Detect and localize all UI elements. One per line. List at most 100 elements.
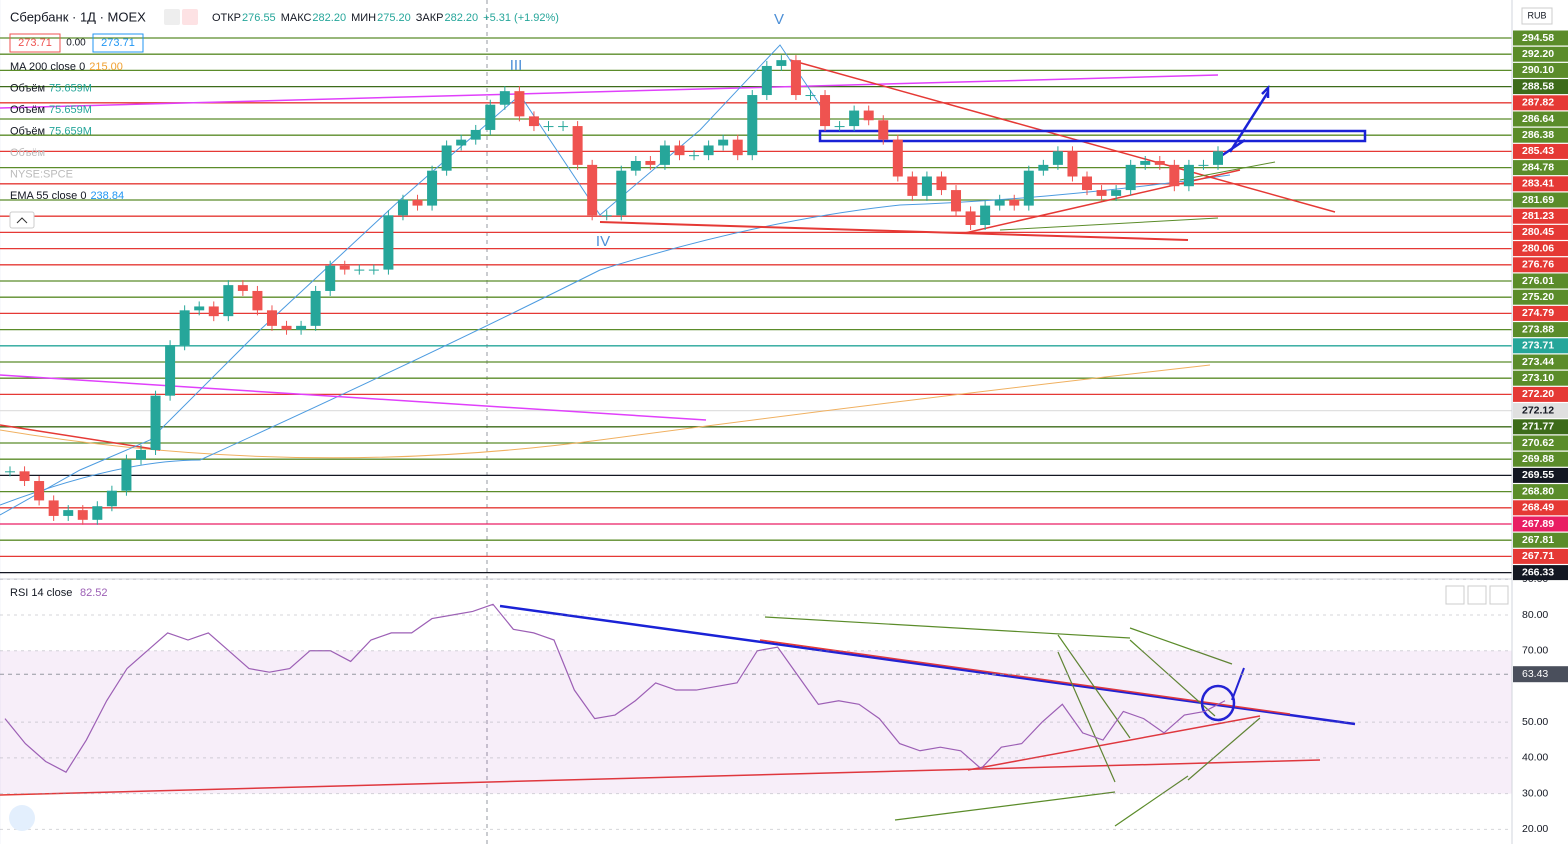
indicator-value: 215.00 <box>89 61 123 73</box>
candle <box>587 164 598 216</box>
collapse-button[interactable] <box>9 211 35 229</box>
icon <box>182 9 198 25</box>
rsi-tick-label: 80.00 <box>1522 609 1548 621</box>
trend-green <box>999 217 1219 231</box>
candle <box>805 95 816 97</box>
indicator-name: Объём <box>10 82 45 94</box>
candle <box>1183 164 1194 187</box>
candle <box>1009 199 1020 206</box>
ohlc-label: ОТКР <box>212 12 241 24</box>
price-label: 268.80 <box>1522 485 1554 497</box>
candle <box>965 211 976 225</box>
trend-green <box>1179 161 1276 181</box>
price-label: 272.20 <box>1522 388 1554 400</box>
rsi-band <box>0 650 1512 794</box>
candle <box>252 290 263 311</box>
zone-box <box>818 129 1367 143</box>
rsi-tick-label: 40.00 <box>1522 752 1548 764</box>
candle <box>1140 160 1151 165</box>
price-label-bg <box>1513 467 1568 483</box>
candle <box>528 116 539 127</box>
rsi-tick-label: 70.00 <box>1522 645 1548 657</box>
price-label: 275.20 <box>1522 291 1554 303</box>
candle <box>368 269 379 271</box>
wave-line <box>0 44 831 516</box>
candle <box>790 60 801 96</box>
button-maximize[interactable] <box>1489 585 1509 605</box>
candle <box>281 325 292 330</box>
price-label-bg <box>1513 160 1568 176</box>
candle <box>921 176 932 196</box>
candle <box>689 155 700 157</box>
indicator-value: 75.659M <box>49 125 92 137</box>
candle <box>208 306 219 317</box>
rsi-trend-green <box>764 616 1131 639</box>
indicator-name: Объём <box>10 125 45 137</box>
price-label: 271.77 <box>1522 421 1554 433</box>
price-label-bg <box>1513 46 1568 62</box>
rsi-circle <box>1200 684 1236 722</box>
rsi-trend-green <box>1057 651 1116 783</box>
wave-label: III <box>510 57 523 74</box>
price-label-bg <box>1513 370 1568 386</box>
price-label: 281.69 <box>1522 194 1554 206</box>
price-label: 272.12 <box>1522 404 1554 416</box>
candle <box>732 139 743 156</box>
trend-red <box>789 59 1336 213</box>
price-label: 284.78 <box>1522 161 1554 173</box>
rsi-trend-green <box>1057 634 1131 739</box>
price-label: 280.06 <box>1522 242 1554 254</box>
candle <box>1154 160 1165 165</box>
price-label: 268.49 <box>1522 502 1554 514</box>
candle <box>427 170 438 206</box>
sell: 273.71 <box>18 37 52 49</box>
icon <box>164 9 180 25</box>
ohlc-value: 275.20 <box>377 12 411 24</box>
trend-red <box>964 169 1241 234</box>
candle <box>1038 164 1049 171</box>
ohlc-label: МИН <box>351 12 376 24</box>
price-label: 280.45 <box>1522 226 1554 238</box>
candle <box>34 481 45 501</box>
price-label: 273.10 <box>1522 372 1554 384</box>
indicator-name: EMA 55 close 0 <box>10 190 86 202</box>
trend-red <box>599 221 1189 241</box>
candle <box>820 95 831 127</box>
candle <box>601 215 612 217</box>
button-close[interactable] <box>1467 585 1487 605</box>
symbol: Сбербанк · 1Д · MOEX <box>10 9 146 24</box>
price-label: 290.10 <box>1522 64 1554 76</box>
candle <box>703 145 714 156</box>
price-label-bg <box>1513 354 1568 370</box>
rsi-tick-label: 90.00 <box>1522 573 1548 585</box>
ohlc-label: МАКС <box>281 12 312 24</box>
ohlc-label: ЗАКР <box>416 12 444 24</box>
candle <box>1125 164 1136 191</box>
candle <box>339 265 350 270</box>
candle <box>1067 151 1078 177</box>
ohlc-value: 282.20 <box>312 12 346 24</box>
indicator-value: 238.84 <box>90 190 124 202</box>
indicator-value: 75.659M <box>49 104 92 116</box>
candle <box>718 139 729 146</box>
price-label-bg <box>1513 208 1568 224</box>
sell-box <box>9 33 61 53</box>
ohlc: ОТКР 276.55 МАКС 282.20 МИН 275.20 ЗАКР 282.20 +… <box>212 12 559 24</box>
price-label-bg <box>1513 548 1568 564</box>
rsi-line <box>4 603 1226 773</box>
price-label: 269.55 <box>1522 469 1554 481</box>
rsi-value: 82.52 <box>80 587 108 599</box>
buy: 273.71 <box>101 37 135 49</box>
candle <box>907 176 918 196</box>
candle <box>1023 170 1034 206</box>
candle <box>165 345 176 396</box>
button-up[interactable] <box>1445 585 1465 605</box>
rsi-title: RSI 14 close <box>10 587 72 599</box>
candle <box>237 285 248 291</box>
price-label: 294.58 <box>1522 32 1554 44</box>
price-label-bg <box>1513 192 1568 208</box>
candle <box>645 160 656 165</box>
candle <box>296 325 307 330</box>
candle <box>470 129 481 140</box>
pane-buttons <box>1445 585 1509 605</box>
